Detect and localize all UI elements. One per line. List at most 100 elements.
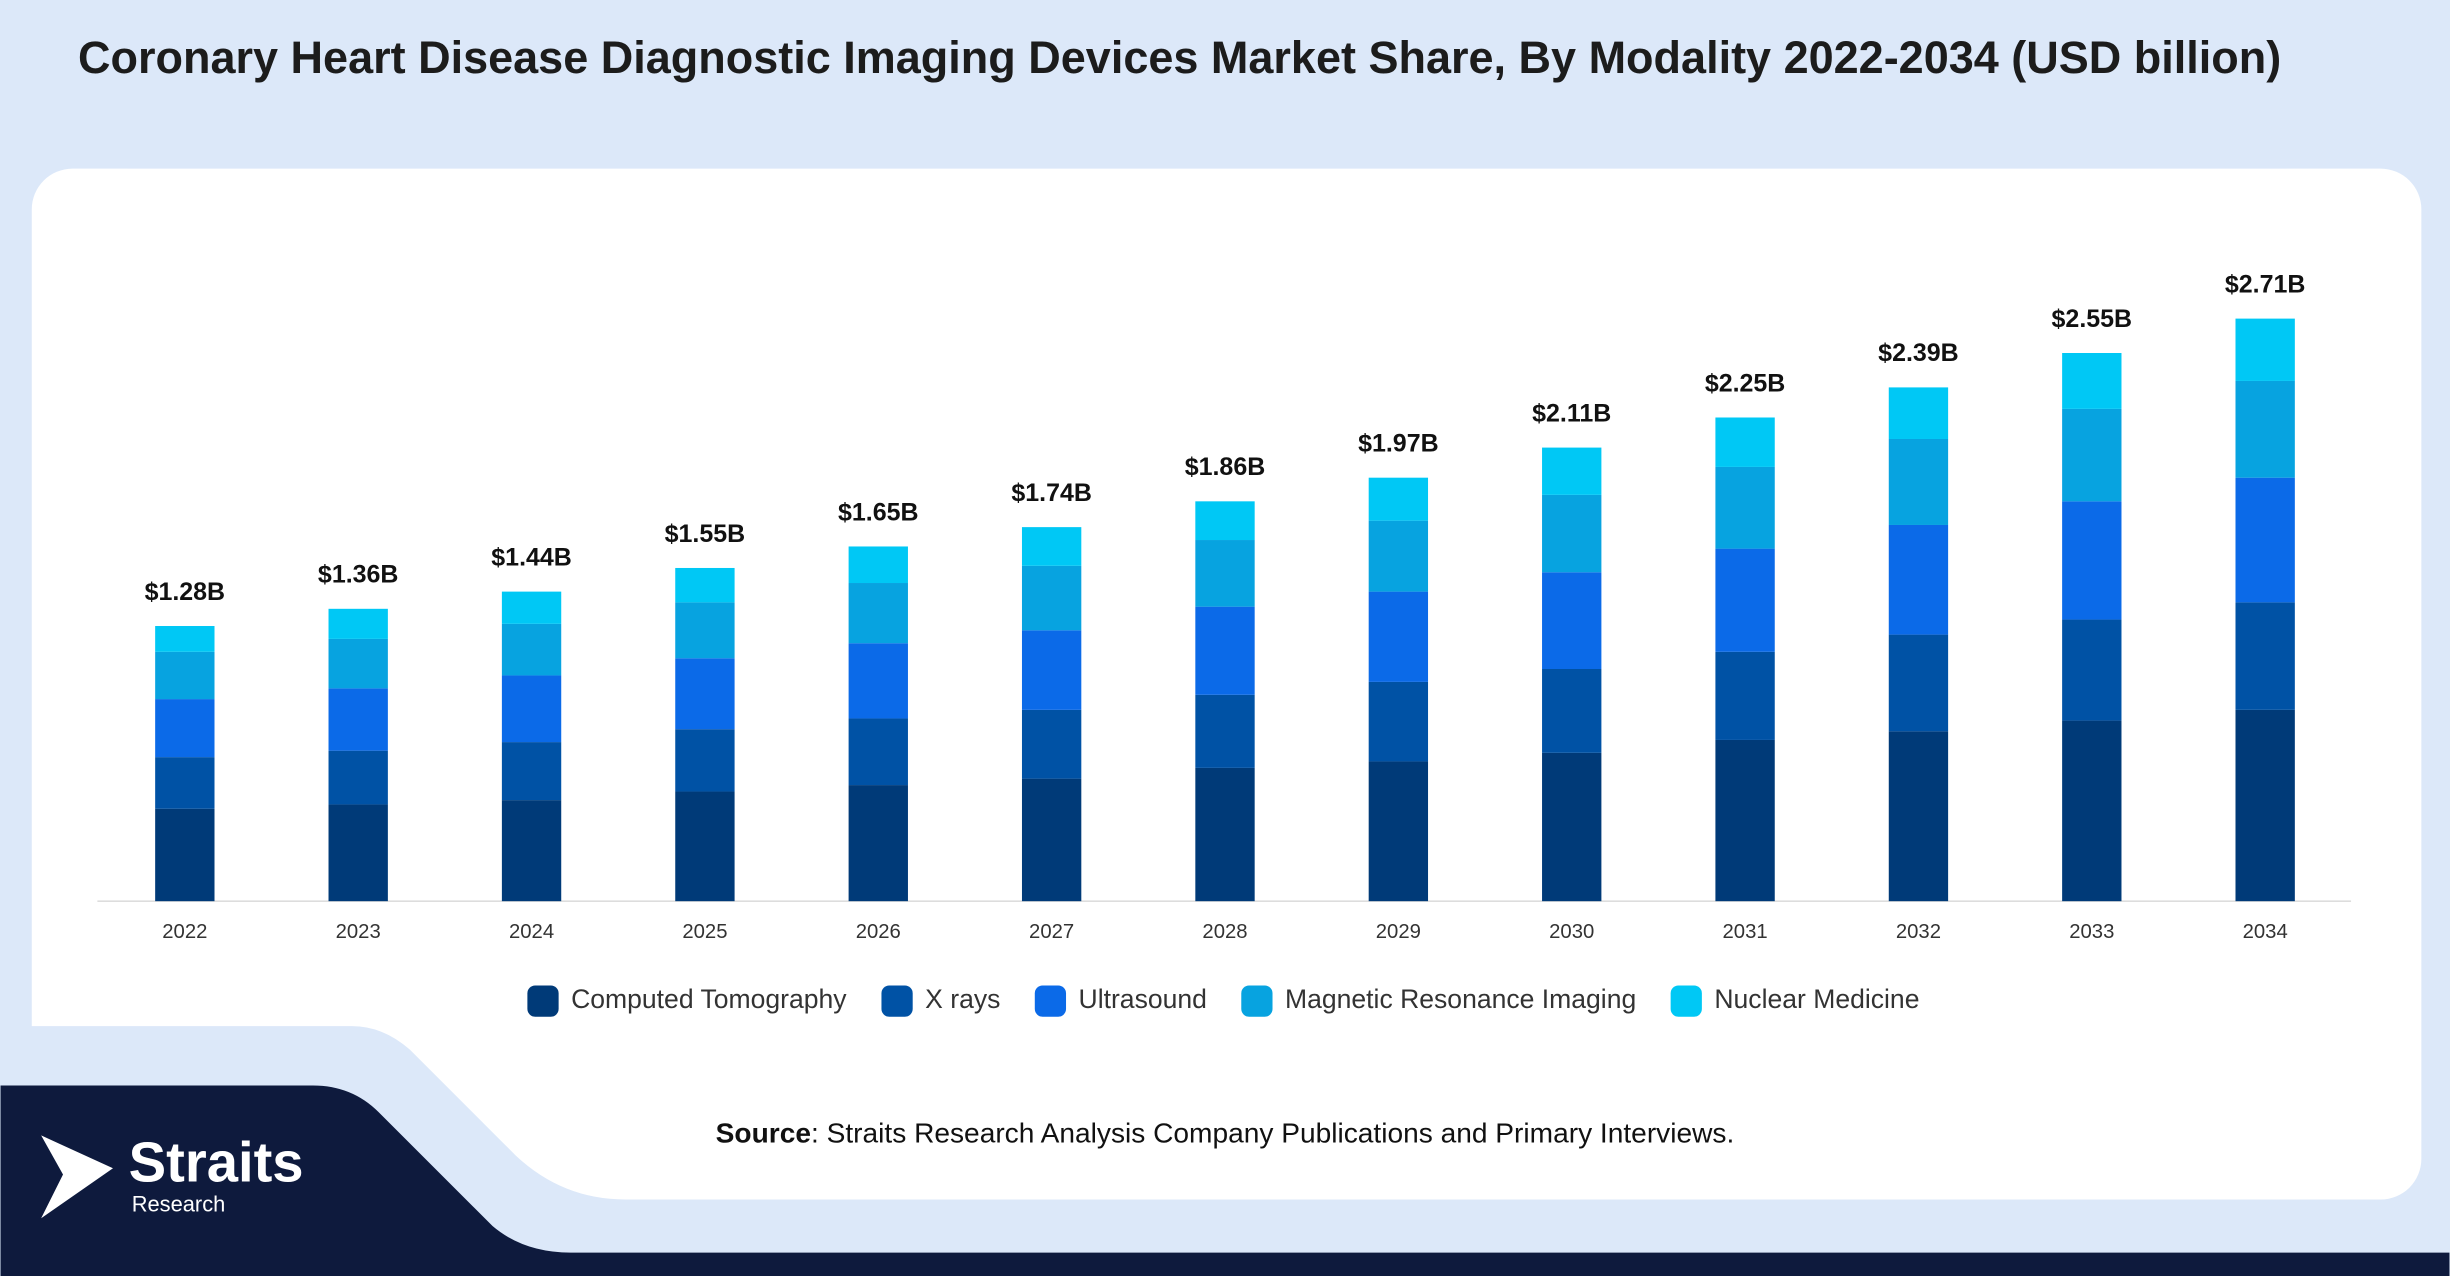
legend-swatch [527, 985, 559, 1017]
bar-segment [1021, 565, 1082, 631]
bar-segment [1021, 630, 1082, 710]
bar-segment [675, 658, 735, 730]
bar-segment [501, 800, 562, 902]
bar-segment [328, 688, 388, 751]
bar-segment [1021, 778, 1082, 902]
bar-segment [1195, 694, 1255, 768]
bar-segment [1368, 761, 1429, 902]
bar-segment [1368, 681, 1429, 762]
bar-segment [1888, 634, 1949, 732]
total-label: $2.55B [2052, 305, 2133, 333]
bar-segment [1195, 606, 1255, 695]
bar-segment [1888, 387, 1949, 439]
bar-segment [2062, 353, 2122, 409]
legend-label: Magnetic Resonance Imaging [1285, 984, 1636, 1014]
total-label: $1.97B [1358, 429, 1439, 457]
x-tick-label: 2034 [2243, 921, 2288, 943]
bar-segment [2235, 380, 2295, 478]
bar-segment [328, 750, 388, 805]
x-tick-label: 2030 [1549, 921, 1594, 943]
x-tick-label: 2033 [2069, 921, 2114, 943]
bar-segment [1368, 477, 1429, 521]
total-label: $1.55B [665, 520, 746, 548]
source: Source: Straits Research Analysis Compan… [716, 1118, 1735, 1149]
bar-segment [848, 583, 908, 644]
bottom-band [0, 1026, 2450, 1276]
bar-segment [1195, 767, 1255, 902]
bar-segment [2235, 709, 2295, 902]
total-label: $1.28B [145, 578, 226, 606]
bar-segment [2235, 602, 2295, 710]
logo-icon [41, 1135, 113, 1219]
legend-swatch [1241, 985, 1273, 1017]
bar-segment [501, 623, 562, 676]
bar-segment [848, 718, 908, 786]
bar-segment [848, 546, 908, 584]
bar-segment [848, 643, 908, 719]
bar-segment [1195, 540, 1255, 607]
total-label: $2.39B [1878, 339, 1959, 367]
x-tick-label: 2028 [1202, 921, 1247, 943]
bar-segment [1888, 524, 1949, 635]
total-label: $1.74B [1011, 479, 1092, 507]
bar-segment [1888, 438, 1949, 525]
legend-swatch [881, 985, 913, 1017]
bar-segment [155, 651, 215, 700]
bar-segment [1715, 739, 1775, 902]
total-label: $2.11B [1532, 399, 1611, 427]
bar-segment [328, 638, 388, 689]
bar-segment [1888, 731, 1949, 902]
bar-segment [155, 699, 215, 758]
bar-segment [501, 591, 562, 624]
source-label: Source [716, 1118, 811, 1149]
bar-segment [155, 626, 215, 652]
bar-segment [675, 791, 735, 902]
x-tick-label: 2025 [682, 921, 727, 943]
bar-segment [1542, 447, 1602, 495]
bar-segment [328, 608, 388, 639]
legend-label: Computed Tomography [571, 984, 847, 1014]
x-tick-label: 2022 [162, 921, 207, 943]
total-label: $1.86B [1185, 453, 1266, 481]
legend-label: Ultrasound [1079, 984, 1207, 1014]
bar-segment [848, 785, 908, 902]
bar-segment [1715, 651, 1775, 740]
x-tick-label: 2023 [336, 921, 381, 943]
source-text: : Straits Research Analysis Company Publ… [811, 1118, 1734, 1149]
x-tick-label: 2024 [509, 921, 554, 943]
x-tick-label: 2026 [856, 921, 901, 943]
bar-segment [675, 567, 735, 603]
chart-title: Coronary Heart Disease Diagnostic Imagin… [78, 32, 2282, 83]
bar-segment [1542, 572, 1602, 670]
logo-sub: Research [132, 1191, 226, 1216]
bar-segment [1542, 669, 1602, 753]
total-label: $1.65B [838, 498, 919, 526]
bar-segment [1542, 494, 1602, 573]
bar-segment [2062, 501, 2122, 620]
bar-segment [155, 808, 215, 902]
bar-segment [2235, 477, 2295, 603]
bar-segment [155, 757, 215, 809]
total-label: $1.36B [318, 561, 399, 589]
x-tick-label: 2032 [1896, 921, 1941, 943]
bar-segment [1368, 520, 1429, 592]
bar-segment [2235, 318, 2295, 381]
legend-label: Nuclear Medicine [1714, 984, 1919, 1014]
x-tick-label: 2029 [1376, 921, 1421, 943]
bar-segment [328, 804, 388, 902]
legend-swatch [1670, 985, 1702, 1017]
total-label: $2.71B [2225, 270, 2306, 298]
bar-segment [1195, 501, 1255, 541]
bar-segment [2062, 408, 2122, 502]
bar-segment [1021, 709, 1082, 779]
total-label: $2.25B [1705, 369, 1786, 397]
bar-segment [675, 729, 735, 792]
logo-name: Straits [129, 1131, 304, 1194]
bar-segment [2062, 720, 2122, 902]
legend-swatch [1034, 985, 1067, 1017]
bar-segment [675, 602, 735, 659]
bar-segment [1021, 527, 1082, 566]
bar-segment [501, 742, 562, 801]
bar-segment [1715, 548, 1775, 652]
